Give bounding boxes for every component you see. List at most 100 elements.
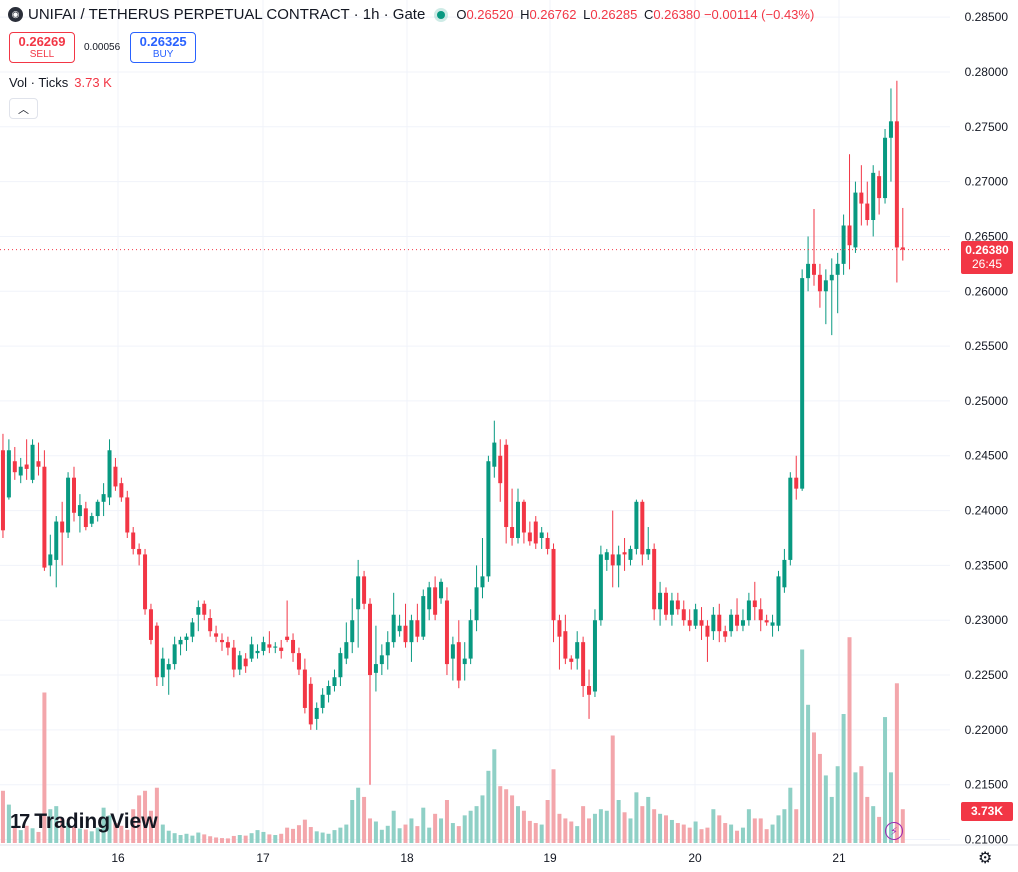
volume-bar xyxy=(291,828,296,843)
volume-bar xyxy=(859,766,864,843)
y-tick-label: 0.22000 xyxy=(965,723,1009,737)
volume-bar xyxy=(788,787,793,843)
volume-bar xyxy=(350,800,355,843)
candle-body xyxy=(877,176,882,199)
buy-button[interactable]: 0.26325 BUY xyxy=(130,32,197,63)
volume-legend-value: 3.73 K xyxy=(74,75,112,90)
chart-grid xyxy=(0,0,950,845)
volume-bar xyxy=(107,815,112,843)
volume-bar xyxy=(735,830,740,843)
volume-bar xyxy=(516,806,520,843)
volume-bar xyxy=(214,837,219,843)
volume-legend[interactable]: Vol · Ticks 3.73 K xyxy=(9,75,112,90)
candle-body xyxy=(30,444,35,480)
volume-bar xyxy=(894,683,899,843)
candle-body xyxy=(735,614,740,626)
volume-bar xyxy=(119,825,124,843)
candle-body xyxy=(865,203,870,221)
candle-body xyxy=(563,631,568,659)
volume-bar xyxy=(865,796,870,843)
candle-body xyxy=(320,694,325,708)
candle-body xyxy=(143,554,148,610)
volume-bar xyxy=(658,813,663,843)
market-open-status-icon xyxy=(437,10,446,19)
volume-bar xyxy=(664,815,668,843)
volume-bar xyxy=(403,824,408,843)
volume-bar xyxy=(569,821,574,843)
candle-body xyxy=(267,644,272,648)
low-value: 0.26285 xyxy=(590,7,638,22)
y-tick-label: 0.21500 xyxy=(965,778,1009,792)
collapse-legend-button[interactable]: ︿ xyxy=(9,98,38,119)
volume-bar xyxy=(444,800,449,843)
volume-bar xyxy=(391,810,396,843)
candle-body xyxy=(89,516,94,524)
volume-bar xyxy=(0,790,5,843)
candle-body xyxy=(6,450,11,498)
volume-bar xyxy=(853,772,858,843)
candle-body xyxy=(687,620,692,626)
volume-bar xyxy=(143,790,148,843)
volume-bar xyxy=(717,815,722,843)
volume-bar xyxy=(190,835,195,843)
candle-body xyxy=(107,450,112,498)
candle-body xyxy=(628,548,633,560)
candle-body xyxy=(249,644,254,659)
candle-body xyxy=(184,636,189,640)
volume-bar xyxy=(137,795,142,843)
volume-bar xyxy=(687,827,692,843)
candle-body xyxy=(646,548,651,555)
volume-bar xyxy=(829,796,834,843)
candle-body xyxy=(421,596,426,637)
volume-bar xyxy=(581,806,586,843)
chevron-up-icon: ︿ xyxy=(18,103,29,116)
volume-bar xyxy=(48,809,53,843)
candle-body xyxy=(409,620,414,643)
open-label: O xyxy=(456,7,467,22)
time-axis[interactable]: 16 17 18 19 20 21 xyxy=(0,844,1018,865)
volume-bar xyxy=(776,815,781,843)
candle-body xyxy=(806,263,811,279)
volume-bar xyxy=(634,792,639,843)
volume-bar xyxy=(42,692,47,843)
lightning-icon[interactable]: ⚡ xyxy=(885,822,903,840)
volume-bar xyxy=(379,829,384,843)
volume-bar xyxy=(356,787,361,843)
candle-body xyxy=(658,592,663,610)
candle-body xyxy=(54,521,59,560)
volume-bar xyxy=(794,809,799,843)
volume-bar xyxy=(225,838,230,843)
sell-button[interactable]: 0.26269 SELL xyxy=(9,32,75,63)
volume-bar xyxy=(841,714,846,843)
volume-bar xyxy=(817,753,822,843)
candle-body xyxy=(208,618,213,632)
candle-body xyxy=(439,581,444,599)
candle-body xyxy=(835,263,840,275)
tradingview-logo[interactable]: 17 TradingView xyxy=(10,810,158,834)
volume-bar xyxy=(302,819,307,843)
symbol-title[interactable]: UNIFAI / TETHERUS PERPETUAL CONTRACT · 1… xyxy=(28,6,426,23)
candle-body xyxy=(362,576,367,604)
volume-bar xyxy=(344,824,349,843)
volume-bar xyxy=(72,827,76,843)
volume-bar xyxy=(196,832,201,843)
candle-body xyxy=(397,625,402,632)
candle-body xyxy=(758,609,763,621)
volume-bar xyxy=(208,836,213,843)
candle-body xyxy=(717,614,722,632)
gear-icon[interactable]: ⚙ xyxy=(978,850,993,867)
volume-bar xyxy=(812,732,816,843)
volume-bar xyxy=(669,819,674,843)
trade-panel: 0.26269 SELL 0.00056 0.26325 BUY xyxy=(9,32,197,63)
y-tick-label: 0.25500 xyxy=(965,339,1009,353)
x-tick-label: 18 xyxy=(400,851,414,865)
volume-bar xyxy=(628,818,633,843)
volume-bar xyxy=(6,804,11,843)
price-axis[interactable]: 0.28500 0.28000 0.27500 0.27000 0.26500 0.260… xyxy=(965,10,1009,846)
volume-bar xyxy=(66,822,71,843)
volume-bar xyxy=(729,824,734,843)
volume-bar xyxy=(610,735,615,843)
volume-bar xyxy=(421,807,426,843)
candle-body xyxy=(569,658,574,662)
